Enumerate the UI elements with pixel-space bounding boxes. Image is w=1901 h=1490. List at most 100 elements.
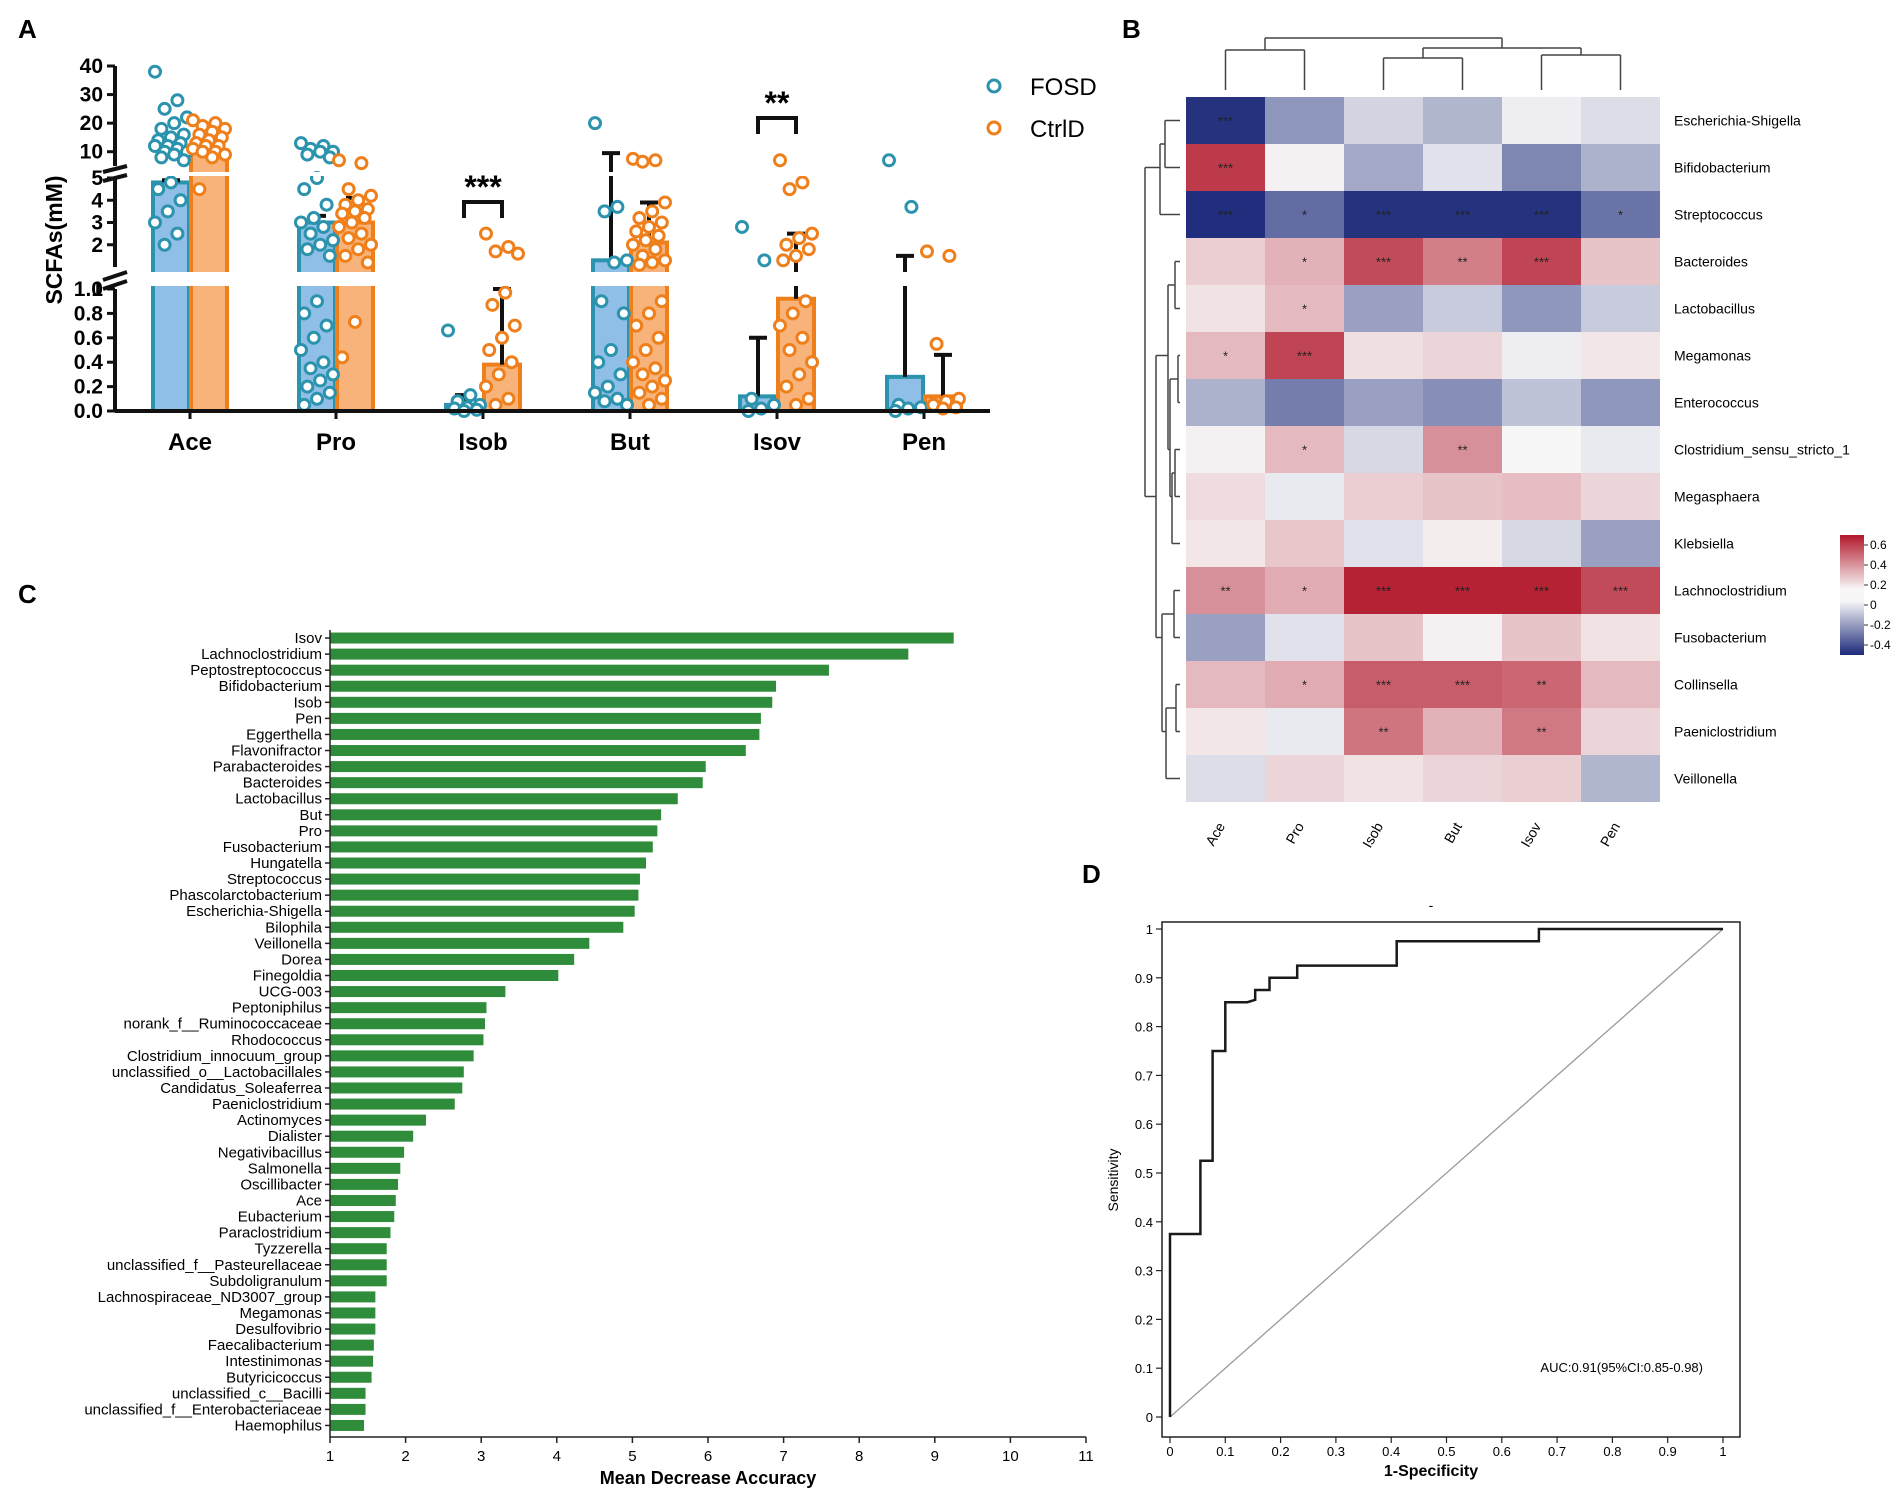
legend-label-ctrld: CtrlD [1030, 116, 1085, 143]
heatmap-cell [1423, 379, 1502, 426]
point-fosd [300, 242, 315, 257]
point-fosd [591, 355, 606, 370]
feature-label: Subdoligranulum [209, 1273, 322, 1290]
feature-label: Lachnospiraceae_ND3007_group [98, 1289, 322, 1306]
feature-label: Ace [296, 1192, 322, 1209]
feature-label: Eggerthella [246, 726, 323, 743]
y-tick-label: 30 [80, 84, 103, 107]
heatmap-row-label: Lachnoclostridium [1674, 583, 1787, 599]
heatmap-cell [1581, 473, 1660, 520]
heatmap-cell [1581, 567, 1660, 614]
feature-label: Isov [294, 630, 322, 647]
heatmap-star: *** [1218, 114, 1233, 129]
point-ctrld [789, 397, 803, 412]
point-fosd [313, 144, 328, 159]
point-ctrld [789, 248, 803, 263]
point-fosd [597, 394, 612, 409]
point-fosd [148, 64, 162, 79]
importance-bar [330, 1419, 365, 1431]
heatmap-cell [1423, 755, 1502, 802]
point-ctrld [348, 314, 362, 329]
point-ctrld [801, 242, 816, 257]
point-fosd [173, 193, 188, 208]
heatmap-cell [1423, 614, 1502, 661]
feature-label: Negativibacillus [218, 1144, 322, 1161]
heatmap-cell [1502, 379, 1581, 426]
point-fosd [310, 391, 324, 406]
panel-label-d: D [1082, 859, 1101, 889]
x-axis-label: 1-Specificity [1384, 1463, 1478, 1480]
heatmap-star: *** [1376, 208, 1391, 223]
heatmap-column-label: Pen [1597, 820, 1623, 850]
heatmap-cell [1423, 661, 1502, 708]
heatmap-cell [1186, 708, 1265, 755]
heatmap-row-label: Paeniclostridium [1674, 724, 1777, 740]
point-ctrld [488, 397, 503, 412]
point-fosd [170, 226, 185, 241]
heatmap-cell [1265, 426, 1344, 473]
x-tick-label: 0.8 [1603, 1444, 1621, 1459]
point-fosd [319, 318, 334, 333]
point-ctrld [805, 355, 819, 370]
x-tick-label: Pro [316, 429, 356, 456]
heatmap-star: ** [1457, 255, 1467, 270]
heatmap-cell [1423, 708, 1502, 755]
feature-label: Hungatella [250, 855, 322, 872]
point-fosd [767, 397, 781, 412]
x-axis-label: Mean Decrease Accuracy [600, 1468, 816, 1488]
panel-label-b: B [1122, 14, 1141, 44]
point-ctrld [495, 330, 509, 345]
y-tick-label: 0.8 [74, 302, 104, 325]
heatmap-star: ** [1220, 584, 1230, 599]
importance-bar [330, 1355, 374, 1367]
point-ctrld [782, 343, 797, 357]
heatmap-star: * [1302, 255, 1307, 270]
point-ctrld [638, 233, 653, 248]
point-ctrld [354, 226, 369, 241]
heatmap-cell [1344, 191, 1423, 238]
heatmap-cell [1344, 144, 1423, 191]
heatmap-star: *** [1376, 584, 1391, 599]
point-ctrld [779, 379, 794, 394]
feature-label: Salmonella [248, 1160, 323, 1177]
x-tick-label: Isob [458, 429, 507, 456]
feature-label: Escherichia-Shigella [186, 903, 323, 920]
x-tick-label: 0.1 [1216, 1444, 1234, 1459]
axis-break-mark [102, 164, 128, 174]
point-fosd [310, 294, 324, 309]
feature-label: Clostridium_innocuum_group [127, 1048, 322, 1065]
point-fosd [154, 121, 169, 136]
y-tick-label: 0.7 [1135, 1068, 1153, 1083]
heatmap-cell [1265, 520, 1344, 567]
point-fosd [300, 147, 315, 162]
feature-label: Desulfovibrio [235, 1321, 322, 1338]
point-ctrld [635, 154, 650, 169]
heatmap-cell [1344, 238, 1423, 285]
heatmap-cell [1344, 97, 1423, 144]
heatmap-cell [1344, 426, 1423, 473]
heatmap-star: *** [1455, 584, 1470, 599]
feature-label: Haemophilus [234, 1417, 322, 1434]
importance-bar [330, 1130, 414, 1142]
importance-bar [330, 841, 653, 853]
heatmap-star: *** [1376, 678, 1391, 693]
point-ctrld [632, 385, 647, 400]
colorbar-tick-label: -0.4 [1870, 638, 1891, 652]
point-ctrld [648, 153, 663, 168]
heatmap-row-label: Veillonella [1674, 771, 1737, 787]
heatmap-cell [1265, 567, 1344, 614]
heatmap-cell [1265, 614, 1344, 661]
heatmap-cell [1265, 473, 1344, 520]
x-tick-label: Isov [753, 429, 802, 456]
heatmap-cell [1502, 426, 1581, 473]
point-fosd [148, 139, 162, 153]
heatmap-row-label: Bacteroides [1674, 254, 1748, 270]
point-fosd [882, 153, 896, 168]
point-ctrld [651, 330, 666, 345]
point-ctrld [341, 231, 356, 246]
heatmap-star: * [1302, 302, 1307, 317]
point-ctrld [341, 182, 356, 197]
heatmap-cell [1581, 97, 1660, 144]
